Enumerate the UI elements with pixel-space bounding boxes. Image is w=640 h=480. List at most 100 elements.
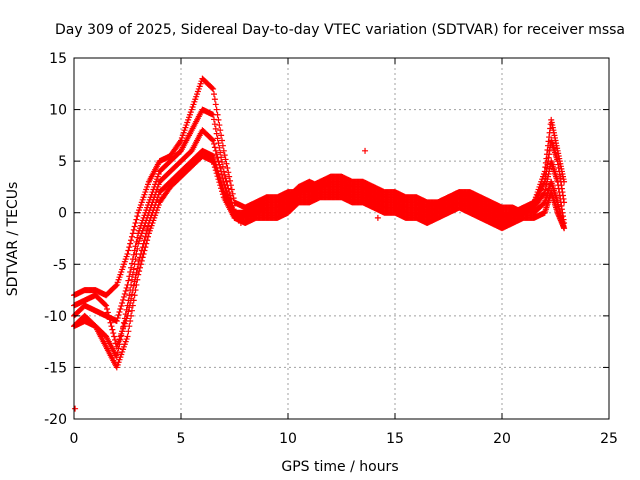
data-point [211,96,218,103]
data-point [125,328,132,335]
series-track-5 [71,152,568,371]
data-point [212,125,219,132]
data-point [130,266,137,273]
data-point [132,256,139,263]
data-point [135,271,142,278]
data-point [72,405,79,412]
data-point [141,247,148,254]
data-point [134,276,141,283]
axis-ticks: 0 5 10 15 20 25 -20 -15 -10 -5 0 5 10 15 [44,51,618,447]
data-point [128,291,135,298]
data-point [126,323,133,330]
data-point [120,296,127,303]
data-point [230,195,237,202]
data-point [210,85,217,92]
data-point [123,284,130,291]
y-tick-label: -5 [53,257,67,273]
data-point [115,311,122,318]
data-point [110,330,117,337]
data-point [362,147,369,154]
data-point [131,292,138,299]
data-point [116,308,123,315]
y-tick-label: 15 [49,51,67,67]
data-point [121,290,128,297]
y-tick-label: 10 [49,103,67,119]
data-point [109,326,116,333]
data-point [139,254,146,261]
data-point [128,237,135,244]
data-point [120,293,127,300]
data-point [215,176,222,183]
data-point [137,261,144,268]
data-point [106,316,113,323]
data-point [111,333,118,340]
x-tick-label: 10 [279,431,297,447]
data-point [177,138,184,145]
data-point [117,305,124,312]
data-point [124,250,131,257]
data-point [107,319,114,326]
data-point [219,163,226,170]
data-point [211,144,218,151]
data-point [219,191,226,198]
data-point [138,257,145,264]
data-point [217,182,224,189]
data-point [103,305,110,312]
data-point [127,318,134,325]
data-point [212,167,219,174]
data-point [126,304,133,311]
data-point [213,151,220,158]
data-point [213,130,220,137]
series-track-1 [71,75,568,299]
data-point [210,137,217,144]
data-point [128,233,135,240]
data-point [143,240,150,247]
data-point [130,226,137,233]
data-point [126,292,133,299]
series-outliers [72,147,381,412]
data-point [220,147,227,154]
data-point [144,226,151,233]
data-point [219,137,226,144]
data-point [215,140,222,147]
data-point [215,158,222,165]
data-point [237,220,244,227]
data-point [104,309,111,316]
data-point [210,152,217,159]
data-point [140,250,147,257]
data-point [132,287,139,294]
data-point [217,149,224,156]
data-point [145,233,152,240]
data-point [108,323,115,330]
data-point [144,237,151,244]
data-point [224,165,231,172]
data-point [128,260,135,267]
data-point [218,132,225,139]
data-point [209,136,216,143]
x-tick-label: 5 [177,431,186,447]
data-point [125,308,132,315]
x-tick-label: 20 [493,431,511,447]
data-point [219,188,226,195]
data-point [133,281,140,288]
data-point [103,302,110,309]
chart-title: Day 309 of 2025, Sidereal Day-to-day VTE… [55,22,625,38]
y-tick-label: -20 [44,412,67,428]
data-point [122,287,129,294]
data-point [128,307,135,314]
data-point [211,121,218,128]
data-point [129,302,136,309]
data-point [124,333,131,340]
x-tick-label: 25 [600,431,618,447]
data-point [209,85,216,92]
data-point [218,185,225,192]
data-point [128,312,135,319]
data-point [223,160,230,167]
data-point [130,251,137,258]
data-point [221,152,228,159]
data-point [134,245,141,252]
data-point [113,318,120,325]
data-point [226,173,233,180]
